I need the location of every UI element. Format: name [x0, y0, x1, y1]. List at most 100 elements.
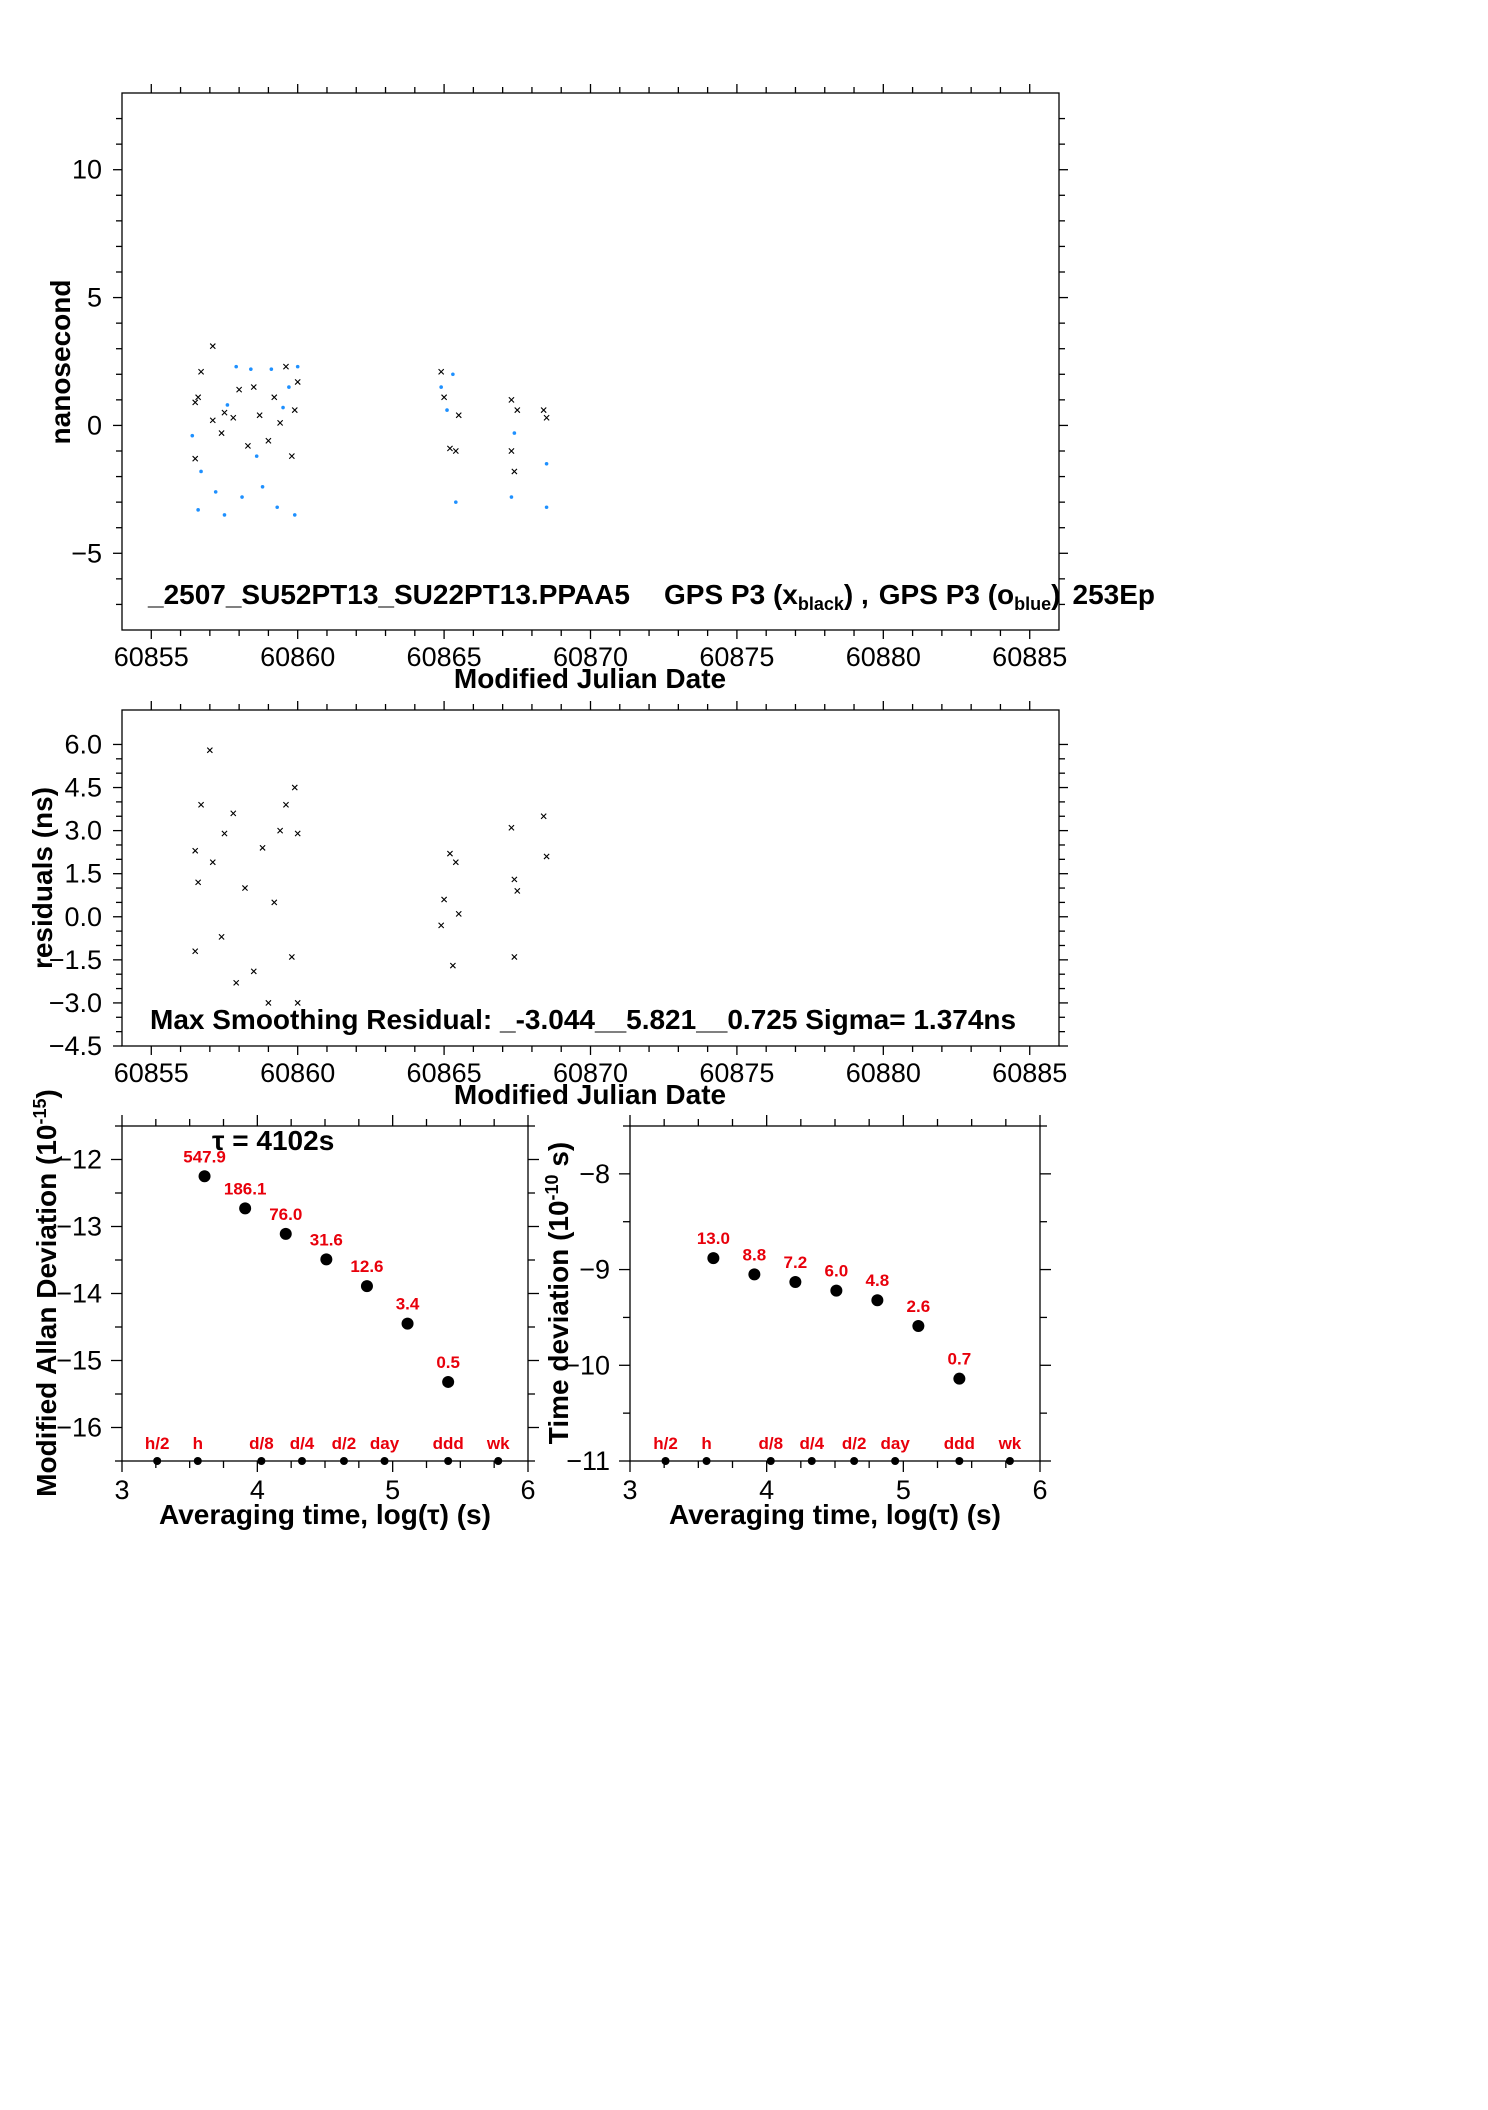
- x-tick-label: 5: [896, 1475, 911, 1505]
- x-tick-label: 3: [622, 1475, 637, 1505]
- data-point-blue: [260, 485, 265, 489]
- y-tick-label: −16: [56, 1413, 102, 1443]
- data-point-x: [250, 384, 257, 391]
- interval-marker: [807, 1457, 816, 1465]
- y-axis-title-close: s): [543, 1142, 574, 1175]
- data-point-x: [233, 979, 240, 986]
- interval-marker-label: ddd: [433, 1434, 464, 1453]
- x-tick-label: 60875: [699, 642, 774, 672]
- panel-time-deviation: 3 4 5 6 −11 −10 −9 −8 Averaging time, log(τ) (s)…: [542, 1115, 1051, 1530]
- data-point-x: [244, 442, 251, 449]
- data-point-blue: [451, 372, 455, 377]
- y-tick-label: −15: [56, 1346, 102, 1376]
- data-point-x: [514, 407, 521, 414]
- x-tick-label: 60870: [553, 1058, 628, 1088]
- data-point-blue: [439, 385, 443, 389]
- interval-marker: [494, 1457, 503, 1465]
- x-tick-label: 3: [114, 1475, 129, 1505]
- data-point: [279, 1227, 292, 1240]
- data-point-x: [221, 830, 228, 837]
- y-tick-label: −1.5: [49, 945, 102, 975]
- data-point-x: [209, 343, 216, 350]
- data-point-x: [218, 430, 225, 437]
- interval-marker-label: h/2: [145, 1434, 170, 1453]
- data-point: [912, 1320, 925, 1333]
- x-tick-label: 60865: [407, 642, 482, 672]
- data-point-x: [230, 810, 237, 817]
- data-point-x: [282, 801, 289, 808]
- data-point-label: 6.0: [825, 1262, 849, 1281]
- data-point-x: [543, 853, 550, 860]
- data-point-x: [192, 455, 199, 462]
- x-axis-title: Modified Julian Date: [454, 663, 726, 694]
- data-point-x: [511, 876, 518, 883]
- y-tick-label: −14: [56, 1279, 102, 1309]
- data-point-x: [508, 824, 515, 831]
- data-point-label: 547.9: [183, 1147, 226, 1166]
- data-point-x: [441, 394, 448, 401]
- y-tick-label: 1.5: [64, 859, 102, 889]
- data-point-x: [452, 448, 459, 454]
- data-point-blue: [275, 505, 279, 510]
- annotation-series-b-close: ): [1051, 579, 1060, 610]
- interval-marker-label: d/2: [842, 1434, 867, 1453]
- annotation-series-b-sub: blue: [1014, 594, 1051, 614]
- data-point-blue: [225, 403, 230, 407]
- data-point-x: [282, 363, 289, 370]
- interval-marker-label: wk: [486, 1434, 510, 1453]
- data-point: [953, 1372, 966, 1385]
- panel-mod-allan-deviation: 3 4 5 6 −16 −15 −14 −13 −12 Averaging time, log(τ…: [30, 1089, 539, 1530]
- y-tick-label: 0.0: [64, 902, 102, 932]
- annotation-series-a-close: ) ,: [844, 579, 869, 610]
- data-point: [360, 1280, 373, 1293]
- annotation-series-a-sub: black: [798, 594, 845, 614]
- data-point-label: 7.2: [784, 1253, 808, 1272]
- data-point-x: [221, 409, 228, 416]
- data-point-label: 4.8: [866, 1271, 890, 1290]
- x-tick-label: 60855: [114, 1058, 189, 1088]
- data-point: [830, 1284, 843, 1297]
- data-point-x: [265, 999, 272, 1006]
- x-tick-label: 60865: [407, 1058, 482, 1088]
- data-point-blue: [240, 495, 244, 499]
- data-point-x: [291, 784, 298, 791]
- y-axis-title-exponent: -10: [542, 1174, 562, 1200]
- data-point-label: 0.7: [948, 1350, 972, 1369]
- y-axis-title: nanosecond: [45, 280, 76, 445]
- data-point-x: [277, 827, 284, 834]
- data-point-x: [259, 844, 266, 851]
- data-point-x: [540, 813, 547, 820]
- data-point-x: [230, 414, 237, 421]
- data-point-x: [198, 368, 205, 375]
- x-tick-label: 60875: [699, 1058, 774, 1088]
- data-point-x: [438, 922, 445, 929]
- y-axis-title-main: Modified Allan Deviation (10: [31, 1125, 62, 1497]
- plot-annotation: _2507_SU52PT13_SU22PT13.PPAA5 GPS P3 (xbl…: [147, 579, 1155, 614]
- x-axis-title: Averaging time, log(τ) (s): [159, 1499, 491, 1530]
- y-tick-label: 4.5: [64, 773, 102, 803]
- data-point-blue: [454, 500, 458, 504]
- data-point-blue: [196, 508, 200, 512]
- data-point-blue: [287, 385, 291, 389]
- y-tick-label: −8: [579, 1159, 610, 1189]
- data-point-x: [218, 933, 225, 940]
- data-point-x: [455, 910, 462, 917]
- data-point-blue: [281, 405, 285, 410]
- plot-frame: [121, 1125, 529, 1462]
- data-point-x: [206, 747, 213, 754]
- panel-residuals: 60855 60860 60865 60870 60875 60880 60885 −4.5 −…: [27, 701, 1068, 1110]
- interval-marker: [339, 1457, 348, 1465]
- data-point-blue: [295, 364, 300, 369]
- data-point-label: 12.6: [350, 1257, 383, 1276]
- interval-marker: [444, 1457, 453, 1465]
- data-point-x: [265, 437, 272, 444]
- y-tick-label: −11: [566, 1446, 610, 1476]
- data-point-blue: [512, 431, 517, 435]
- data-point: [748, 1268, 761, 1281]
- interval-marker: [661, 1457, 670, 1465]
- interval-marker-label: d/8: [758, 1434, 783, 1453]
- data-point-blue: [234, 364, 238, 369]
- data-point-x: [209, 417, 216, 424]
- y-tick-label: 0: [87, 410, 102, 440]
